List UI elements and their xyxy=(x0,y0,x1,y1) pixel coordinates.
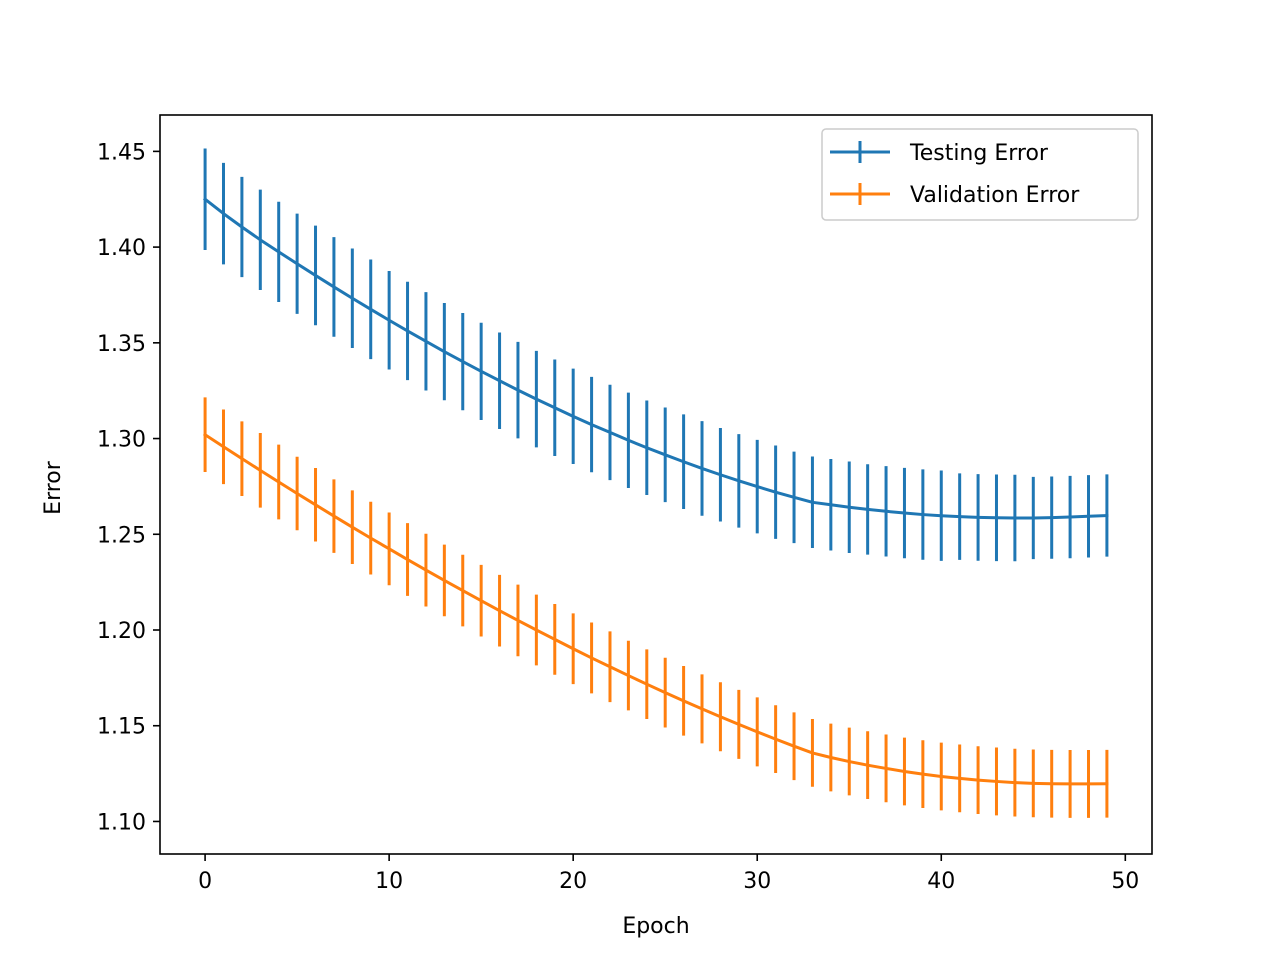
x-tick-label-3: 30 xyxy=(743,869,771,894)
x-tick-label-1: 10 xyxy=(375,869,403,894)
y-tick-label-0: 1.10 xyxy=(97,810,146,835)
y-tick-label-3: 1.25 xyxy=(97,523,146,548)
x-ticks: 0 10 20 30 40 50 xyxy=(198,854,1139,894)
axes-frame xyxy=(159,114,1153,855)
x-tick-label-5: 50 xyxy=(1111,869,1139,894)
series-line-validation-error xyxy=(203,432,1109,786)
y-tick-label-1: 1.15 xyxy=(97,715,146,740)
legend-label-testing: Testing Error xyxy=(909,141,1049,166)
series-line-testing-error xyxy=(202,197,1109,520)
series-validation-error xyxy=(203,397,1109,818)
axes-background xyxy=(160,115,1152,854)
y-tick-label-4: 1.30 xyxy=(97,428,146,453)
legend: Testing Error Validation Error xyxy=(821,128,1139,221)
x-tick-label-2: 20 xyxy=(559,869,587,894)
y-tick-label-2: 1.20 xyxy=(97,619,146,644)
x-tick-label-4: 40 xyxy=(927,869,955,894)
y-ticks: 1.10 1.15 1.20 1.25 1.30 1.35 1.40 1.45 xyxy=(97,140,160,835)
series-layer xyxy=(202,148,1109,818)
x-tick-label-0: 0 xyxy=(198,869,212,894)
legend-entry-testing: Testing Error xyxy=(830,141,1049,166)
y-tick-label-7: 1.45 xyxy=(97,140,146,165)
y-tick-label-5: 1.35 xyxy=(97,332,146,357)
y-axis-label: Error xyxy=(41,460,66,515)
legend-entry-validation: Validation Error xyxy=(830,183,1080,208)
legend-box xyxy=(821,128,1139,221)
series-testing-error xyxy=(202,148,1109,562)
legend-label-validation: Validation Error xyxy=(910,183,1080,208)
y-tick-label-6: 1.40 xyxy=(97,236,146,261)
x-axis-label: Epoch xyxy=(622,914,689,939)
